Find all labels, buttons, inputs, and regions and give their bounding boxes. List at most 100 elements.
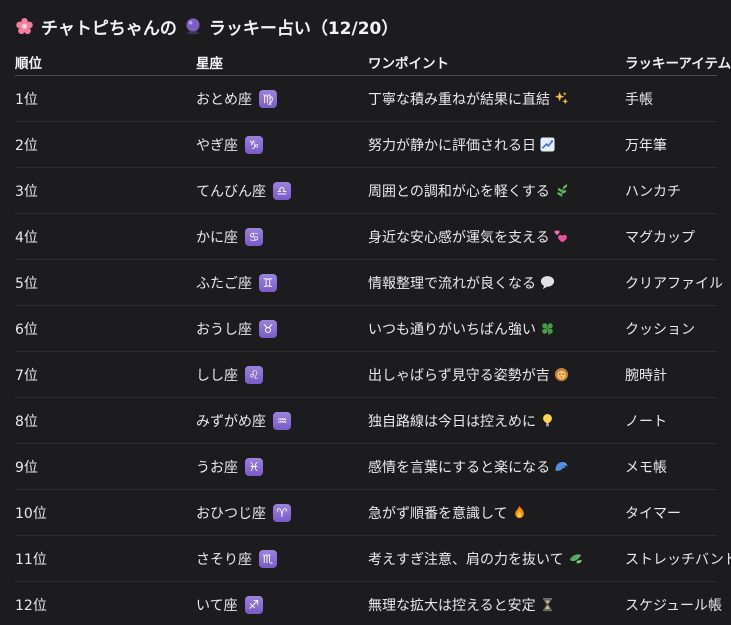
item-cell: クッション	[625, 321, 695, 338]
sign-cell: うお座 ♓	[196, 457, 368, 477]
rank-cell: 6位	[15, 321, 38, 338]
point-text: 考えすぎ注意、肩の力を抜いて	[368, 551, 564, 568]
point-cell: 出しゃばらず見守る姿勢が吉	[368, 365, 625, 385]
point-text: 急がず順番を意識して	[368, 505, 508, 522]
point-text: 無理な拡大は控えると安定	[368, 597, 536, 614]
revolving-hearts-icon	[554, 229, 569, 244]
table-row: 12位 いて座 ♐ 無理な拡大は控えると安定 スケジュール帳	[15, 582, 722, 625]
lion-face-icon	[554, 367, 569, 382]
hourglass-icon	[540, 597, 555, 612]
sign-cell: かに座 ♋	[196, 227, 368, 247]
sign-cell: さそり座 ♏	[196, 549, 368, 569]
water-wave-icon	[554, 459, 569, 474]
sign-label: うお座	[196, 459, 238, 476]
sign-cell: おうし座 ♉	[196, 319, 368, 339]
item-cell: ストレッチバンド	[625, 551, 731, 568]
sign-label: みずがめ座	[196, 413, 266, 430]
point-cell: 周囲との調和が心を軽くする	[368, 181, 625, 201]
header-rank: 順位	[15, 55, 42, 72]
item-cell: メモ帳	[625, 459, 667, 476]
point-cell: 急がず順番を意識して	[368, 503, 625, 523]
table-row: 9位 うお座 ♓ 感情を言葉にすると楽になる メモ帳	[15, 444, 717, 490]
scorpio-sign-icon: ♏	[259, 549, 277, 568]
point-cell: 無理な拡大は控えると安定	[368, 595, 625, 615]
sign-label: かに座	[196, 229, 238, 246]
pisces-sign-icon: ♓	[245, 457, 263, 476]
item-cell: 万年筆	[625, 137, 667, 154]
header-item: ラッキーアイテム	[625, 55, 731, 72]
sign-label: しし座	[196, 367, 238, 384]
table-header: 順位 星座 ワンポイント ラッキーアイテム	[15, 48, 731, 76]
rank-cell: 1位	[15, 91, 38, 108]
crystal-ball-icon	[184, 17, 202, 35]
rank-cell: 11位	[15, 551, 47, 568]
aquarius-sign-icon: ♒	[273, 411, 291, 430]
aries-sign-icon: ♈	[273, 503, 291, 522]
sign-label: いて座	[196, 597, 238, 614]
rank-cell: 2位	[15, 137, 38, 154]
gemini-sign-icon: ♊	[259, 273, 277, 292]
point-cell: 身近な安心感が運気を支える	[368, 227, 625, 247]
point-text: 独自路線は今日は控えめに	[368, 413, 536, 430]
table-row: 6位 おうし座 ♉ いつも通りがいちばん強い クッション	[15, 306, 717, 352]
point-cell: 丁寧な積み重ねが結果に直結	[368, 89, 625, 109]
table-row: 10位 おひつじ座 ♈ 急がず順番を意識して タイマー	[15, 490, 717, 536]
sign-cell: おとめ座 ♍	[196, 89, 368, 109]
point-text: 周囲との調和が心を軽くする	[368, 183, 550, 200]
item-cell: スケジュール帳	[625, 597, 723, 614]
point-cell: 感情を言葉にすると楽になる	[368, 457, 625, 477]
libra-sign-icon: ♎	[273, 181, 291, 200]
capricorn-sign-icon: ♑	[245, 135, 263, 154]
rank-cell: 5位	[15, 275, 38, 292]
point-text: 努力が静かに評価される日	[368, 137, 536, 154]
table-row: 3位 てんびん座 ♎ 周囲との調和が心を軽くする ハンカチ	[15, 168, 717, 214]
sign-cell: ふたご座 ♊	[196, 273, 368, 293]
sagittarius-sign-icon: ♐	[244, 595, 263, 614]
sign-cell: しし座 ♌	[196, 365, 368, 385]
sign-cell: いて座 ♐	[196, 595, 368, 615]
table-row: 1位 おとめ座 ♍ 丁寧な積み重ねが結果に直結 手帳	[15, 76, 717, 122]
sign-cell: みずがめ座 ♒	[196, 411, 368, 431]
point-cell: 独自路線は今日は控えめに	[368, 411, 625, 431]
point-text: いつも通りがいちばん強い	[368, 321, 536, 338]
rank-cell: 9位	[15, 459, 38, 476]
four-leaf-clover-icon	[540, 321, 555, 336]
sign-cell: やぎ座 ♑	[196, 135, 368, 155]
virgo-sign-icon: ♍	[259, 89, 277, 108]
point-cell: 努力が静かに評価される日	[368, 135, 625, 155]
item-cell: タイマー	[625, 505, 681, 522]
table-row: 4位 かに座 ♋ 身近な安心感が運気を支える マグカップ	[15, 214, 717, 260]
table-row: 11位 さそり座 ♏ 考えすぎ注意、肩の力を抜いて ストレッチバンド	[15, 536, 731, 582]
title-text-1: チャトピちゃんの	[41, 18, 177, 39]
sign-label: ふたご座	[196, 275, 252, 292]
item-cell: ハンカチ	[625, 183, 681, 200]
rank-cell: 3位	[15, 183, 38, 200]
fire-icon	[512, 505, 527, 520]
table-row: 5位 ふたご座 ♊ 情報整理で流れが良くなる クリアファイル	[15, 260, 723, 306]
rank-cell: 10位	[15, 505, 47, 522]
item-cell: 腕時計	[625, 367, 667, 384]
cancer-sign-icon: ♋	[245, 227, 263, 246]
table-row: 8位 みずがめ座 ♒ 独自路線は今日は控えめに ノート	[15, 398, 717, 444]
rank-cell: 8位	[15, 413, 38, 430]
light-bulb-icon	[540, 413, 555, 428]
table-row: 7位 しし座 ♌ 出しゃばらず見守る姿勢が吉 腕時計	[15, 352, 717, 398]
point-text: 丁寧な積み重ねが結果に直結	[368, 91, 550, 108]
point-text: 感情を言葉にすると楽になる	[368, 459, 551, 476]
item-cell: 手帳	[625, 91, 653, 108]
sparkles-icon	[554, 91, 569, 106]
cherry-blossom-icon	[15, 17, 34, 36]
sign-label: さそり座	[196, 551, 252, 568]
point-cell: 情報整理で流れが良くなる	[368, 273, 625, 293]
sign-label: やぎ座	[196, 137, 238, 154]
table-row: 2位 やぎ座 ♑ 努力が静かに評価される日 万年筆	[15, 122, 717, 168]
sign-label: おうし座	[196, 321, 252, 338]
chart-increasing-icon	[540, 137, 555, 152]
rank-cell: 4位	[15, 229, 38, 246]
item-cell: クリアファイル	[625, 275, 723, 292]
point-text: 出しゃばらず見守る姿勢が吉	[368, 367, 550, 384]
item-cell: ノート	[625, 413, 667, 430]
rank-cell: 12位	[15, 597, 47, 614]
point-text: 情報整理で流れが良くなる	[368, 275, 536, 292]
